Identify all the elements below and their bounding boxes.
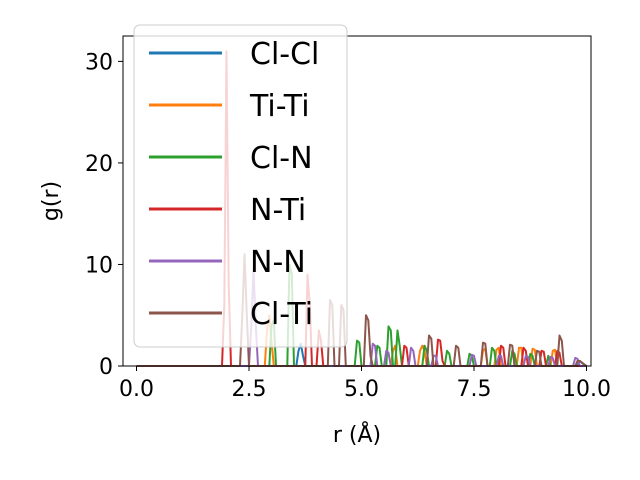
legend: Cl-Cl Ti-Ti Cl-N N-Ti N-N Cl-Ti: [133, 24, 348, 348]
x-tick-label: 5.0: [344, 377, 379, 402]
x-tick-label: 0.0: [119, 377, 154, 402]
y-tick-label: 0: [99, 355, 113, 380]
y-tick-label: 10: [85, 253, 113, 278]
x-tick-label: 7.5: [457, 377, 492, 402]
axes-frame: [122, 35, 592, 367]
legend-label-cl-ti: Cl-Ti: [250, 297, 313, 332]
x-tick-label: 10.0: [562, 377, 611, 402]
ticks-layer: 0.0 2.5 5.0 7.5 10.0 0 10 20 30: [85, 50, 611, 402]
legend-box: [133, 24, 348, 348]
y-tick-label: 30: [85, 50, 113, 75]
x-axis-label: r (Å): [333, 421, 381, 448]
y-tick-label: 20: [85, 152, 113, 177]
legend-label-n-ti: N-Ti: [250, 193, 306, 228]
y-axis-label: g(r): [39, 181, 64, 221]
x-tick-label: 2.5: [232, 377, 267, 402]
legend-label-cl-cl: Cl-Cl: [250, 37, 319, 72]
legend-label-cl-n: Cl-N: [250, 141, 313, 176]
legend-label-ti-ti: Ti-Ti: [249, 89, 310, 124]
legend-label-n-n: N-N: [250, 245, 306, 280]
